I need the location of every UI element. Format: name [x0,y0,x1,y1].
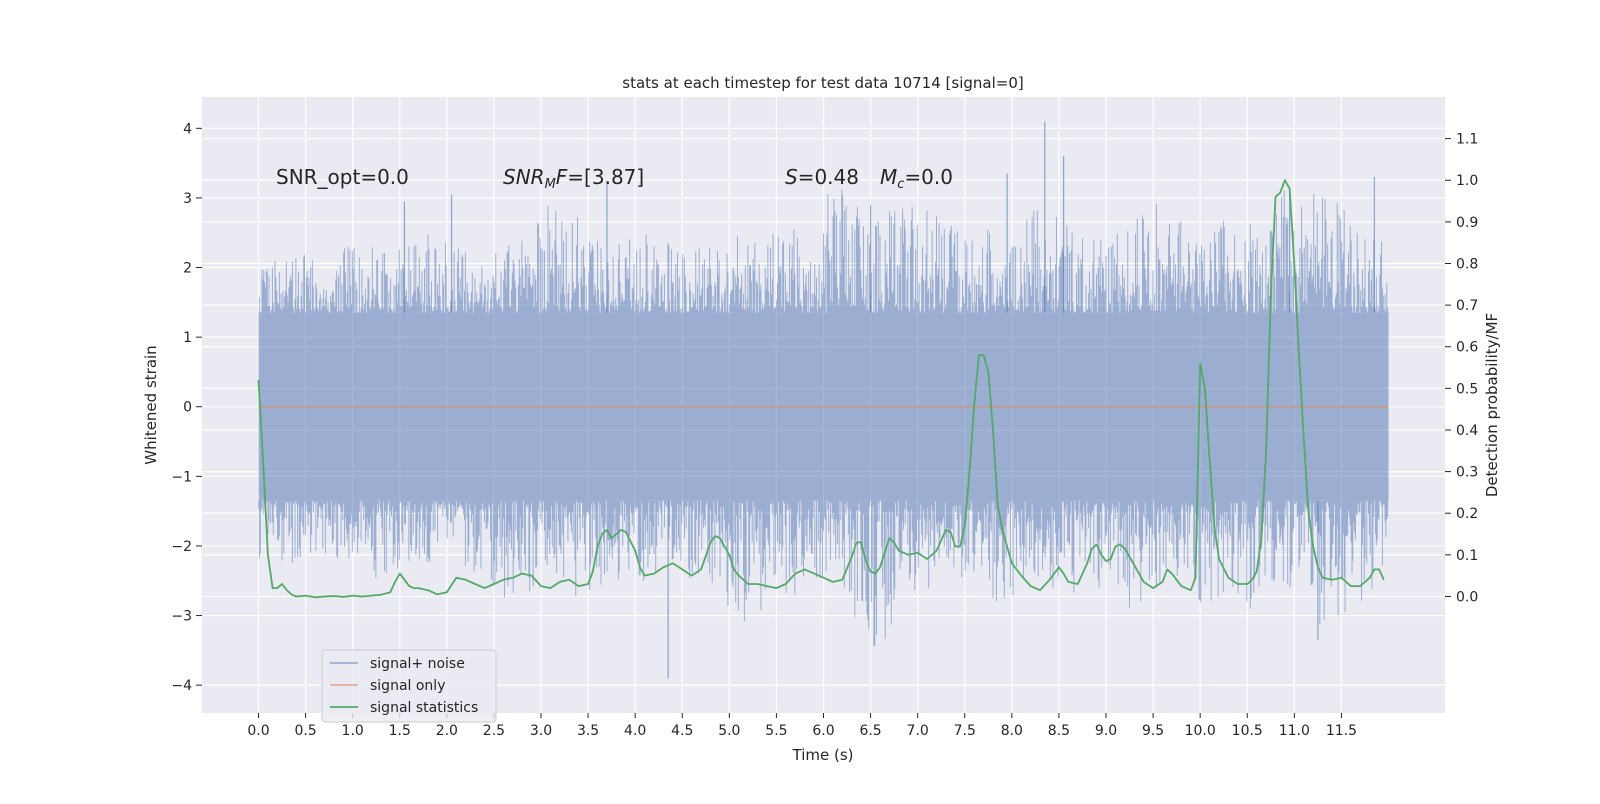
y2-tick-label: 0.4 [1456,423,1478,439]
annotation-s: S=0.48 [785,165,859,189]
y2-tick-label: 0.8 [1456,256,1478,272]
snr-mf-value: =[3.87] [567,165,644,189]
x-tick-label: 7.0 [907,723,929,739]
x-tick-label: 4.5 [671,723,693,739]
x-tick-label: 0.0 [247,723,269,739]
y-tick-label: −4 [171,678,192,694]
x-tick-label: 5.0 [718,723,740,739]
x-axis-label: Time (s) [792,746,854,764]
y-tick-label: 4 [183,121,192,137]
y2-axis-ticks: 0.0 0.1 0.2 0.3 0.4 0.5 0.6 0.7 0.8 0.9 1.0 1.1 [1445,132,1478,605]
snr-mf-base: SNR [503,165,545,189]
chart-title: stats at each timestep for test data 107… [622,74,1023,92]
x-tick-label: 3.0 [530,723,552,739]
y2-tick-label: 0.2 [1456,506,1478,522]
annotation-snr-mf: SNRMF=[3.87] [503,165,644,192]
signal-statistics-line [257,179,1385,599]
y2-tick-label: 0.0 [1456,589,1478,605]
snr-mf-rest-italic: F [556,165,568,189]
y2-tick-label: 0.9 [1456,215,1478,231]
x-tick-label: 10.0 [1185,723,1216,739]
x-tick-label: 0.5 [294,723,316,739]
mc-sub: c [897,177,904,192]
x-tick-label: 2.0 [436,723,458,739]
x-tick-label: 9.5 [1142,723,1164,739]
s-symbol: S [785,165,798,189]
x-tick-label: 11.0 [1279,723,1310,739]
annotation-snr-opt: SNR_opt=0.0 [276,165,409,189]
s-value: =0.48 [798,165,859,189]
y2-tick-label: 0.7 [1456,298,1478,314]
y2-tick-label: 0.3 [1456,465,1478,481]
y-tick-label: 0 [183,400,192,416]
x-tick-label: 1.0 [342,723,364,739]
legend-box [321,649,497,723]
x-tick-label: 8.5 [1048,723,1070,739]
y-tick-label: 1 [183,330,192,346]
y2-tick-label: 1.0 [1456,173,1478,189]
x-tick-label: 3.5 [577,723,599,739]
y2-axis-label: Detection probability/MF [1483,313,1501,497]
y-tick-label: 2 [183,261,192,277]
y-tick-label: −2 [171,539,192,555]
y-tick-label: 3 [183,191,192,207]
y2-tick-label: 0.1 [1456,548,1478,564]
legend-label-signal: signal only [370,678,445,694]
x-tick-label: 11.5 [1326,723,1357,739]
x-tick-label: 6.5 [859,723,881,739]
x-tick-label: 1.5 [389,723,411,739]
x-tick-label: 8.0 [1001,723,1023,739]
legend-label-stats: signal statistics [370,700,478,716]
x-tick-label: 10.5 [1232,723,1263,739]
legend-label-noise: signal+ noise [370,656,465,672]
y2-tick-label: 1.1 [1456,132,1478,148]
x-tick-label: 2.5 [483,723,505,739]
y2-tick-label: 0.6 [1456,340,1478,356]
y-axis-ticks: −4 −3 −2 −1 0 1 2 3 4 [171,121,202,694]
x-tick-label: 4.0 [624,723,646,739]
y-tick-label: −3 [171,609,192,625]
signal-statistics-series [257,179,1385,599]
annotation-mc: Mc=0.0 [880,165,953,192]
noise-upper-spikes [258,189,1389,313]
mc-value: =0.0 [904,165,953,189]
x-axis-ticks: 0.0 0.5 1.0 1.5 2.0 2.5 3.0 3.5 4.0 4.5 5.0 5.5 6.0 6… [247,713,1357,739]
x-tick-label: 9.0 [1095,723,1117,739]
x-tick-label: 6.0 [812,723,834,739]
y2-tick-label: 0.5 [1456,381,1478,397]
x-tick-label: 5.5 [765,723,787,739]
snr-mf-sub: M [545,177,556,192]
y-axis-label: Whitened strain [142,345,160,464]
y-tick-label: −1 [171,469,192,485]
mc-symbol: M [880,165,897,189]
legend: signal+ noise signal only signal statist… [321,649,497,723]
x-tick-label: 7.5 [954,723,976,739]
